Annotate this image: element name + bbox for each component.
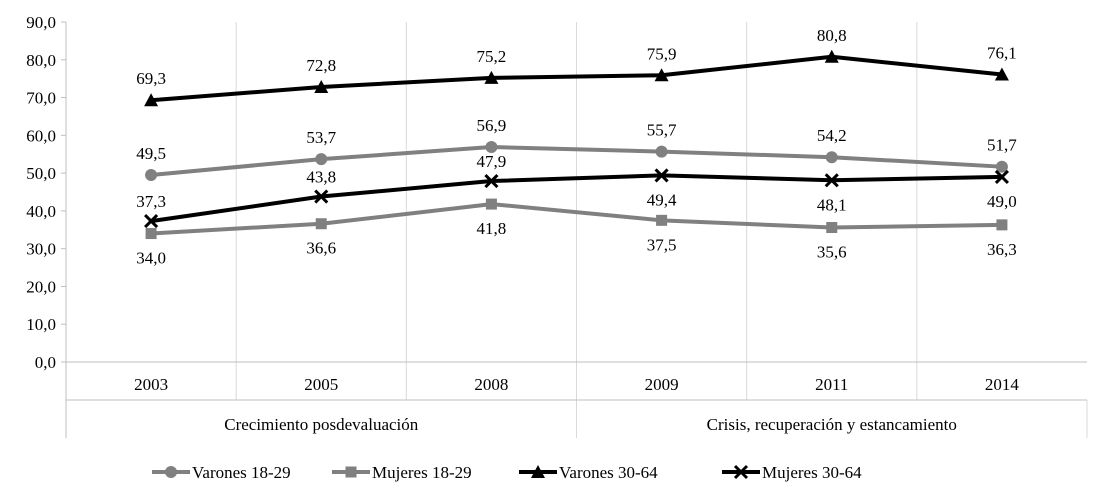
data-label: 43,8 <box>306 168 336 187</box>
marker-circle <box>145 169 158 181</box>
data-label: 55,7 <box>647 121 677 140</box>
data-label: 69,3 <box>136 69 166 88</box>
marker-x <box>144 214 159 229</box>
marker-square <box>826 222 838 234</box>
data-label: 41,8 <box>477 219 507 238</box>
data-label: 34,0 <box>136 249 166 268</box>
series <box>144 49 1009 240</box>
marker-circle <box>825 151 838 164</box>
data-label: 37,5 <box>647 235 677 254</box>
marker-x <box>824 173 839 188</box>
data-label: 76,1 <box>987 44 1017 63</box>
series-line <box>150 145 1003 177</box>
legend-label: Mujeres 30-64 <box>762 463 862 482</box>
marker-square <box>145 228 157 240</box>
axes: 0,0 10,0 20,0 30,0 40,0 50,0 60,0 70,0 80,0 90,0 2… <box>26 13 1088 438</box>
legend-item: Varones 18-29 <box>152 463 291 482</box>
data-label: 80,8 <box>817 26 847 45</box>
marker-triangle <box>654 68 669 82</box>
y-tick-label: 0,0 <box>35 353 56 372</box>
marker-x <box>484 173 499 189</box>
data-label: 36,3 <box>987 240 1017 259</box>
marker-square <box>656 214 668 226</box>
marker-circle <box>485 141 498 154</box>
data-label: 49,4 <box>647 190 677 209</box>
y-tick-label: 10,0 <box>26 315 56 334</box>
y-tick-label: 70,0 <box>26 89 56 108</box>
y-tick-label: 20,0 <box>26 277 56 296</box>
data-label: 49,5 <box>136 144 166 163</box>
marker-circle <box>655 145 668 158</box>
series-line <box>150 202 1002 236</box>
y-tick-label: 60,0 <box>26 126 56 145</box>
series-line <box>150 173 1002 224</box>
x-tick-label: 2005 <box>304 375 338 394</box>
legend-item: Mujeres 18-29 <box>332 463 472 482</box>
y-tick-label: 50,0 <box>26 164 56 183</box>
marker-square <box>345 466 357 478</box>
marker-triangle <box>144 93 159 107</box>
marker-triangle <box>484 70 499 84</box>
legend-item: Mujeres 30-64 <box>722 463 862 482</box>
legend-item: Varones 30-64 <box>519 463 658 482</box>
marker-x <box>994 169 1009 184</box>
data-label: 51,7 <box>987 136 1017 155</box>
marker-circle <box>315 153 328 166</box>
series-line <box>150 54 1003 103</box>
x-group-label: Crecimiento posdevaluación <box>224 415 419 434</box>
y-tick-label: 30,0 <box>26 240 56 259</box>
x-tick-label: 2008 <box>474 375 508 394</box>
data-label: 56,9 <box>477 116 507 135</box>
marker-circle <box>165 466 177 478</box>
x-tick-label: 2003 <box>134 375 168 394</box>
legend-label: Mujeres 18-29 <box>372 463 472 482</box>
marker-square <box>485 198 497 210</box>
data-label: 36,6 <box>306 239 336 258</box>
marker-triangle <box>314 79 329 93</box>
legend-label: Varones 30-64 <box>559 463 658 482</box>
marker-square <box>315 218 327 230</box>
marker-triangle <box>531 465 545 478</box>
data-label: 72,8 <box>306 56 336 75</box>
data-label: 35,6 <box>817 243 847 262</box>
data-label: 49,0 <box>987 192 1017 211</box>
data-label: 47,9 <box>477 152 507 171</box>
x-tick-label: 2014 <box>985 375 1020 394</box>
y-tick-label: 80,0 <box>26 51 56 70</box>
data-label: 75,2 <box>477 47 507 66</box>
legend: Varones 18-29 Mujeres 18-29 Varones 30-64 M… <box>152 463 862 482</box>
x-group-label: Crisis, recuperación y estancamiento <box>707 415 957 434</box>
data-label: 75,9 <box>647 44 677 63</box>
marker-triangle <box>824 49 839 63</box>
marker-square <box>996 219 1008 231</box>
data-label: 48,1 <box>817 195 847 214</box>
marker-triangle <box>994 67 1009 81</box>
marker-x <box>733 464 749 480</box>
y-tick-label: 40,0 <box>26 202 56 221</box>
x-tick-label: 2009 <box>645 375 679 394</box>
marker-x <box>654 168 669 183</box>
data-label: 37,3 <box>136 192 166 211</box>
data-labels: 49,5 53,7 56,9 55,7 54,2 51,7 34,0 36,6 41,8 37,5… <box>136 26 1017 268</box>
y-tick-label: 90,0 <box>26 13 56 32</box>
legend-label: Varones 18-29 <box>192 463 291 482</box>
data-label: 54,2 <box>817 126 847 145</box>
marker-x <box>314 189 329 204</box>
x-tick-label: 2011 <box>815 375 848 394</box>
data-label: 53,7 <box>306 128 336 147</box>
marker-circle <box>995 160 1008 173</box>
grid <box>235 22 918 438</box>
